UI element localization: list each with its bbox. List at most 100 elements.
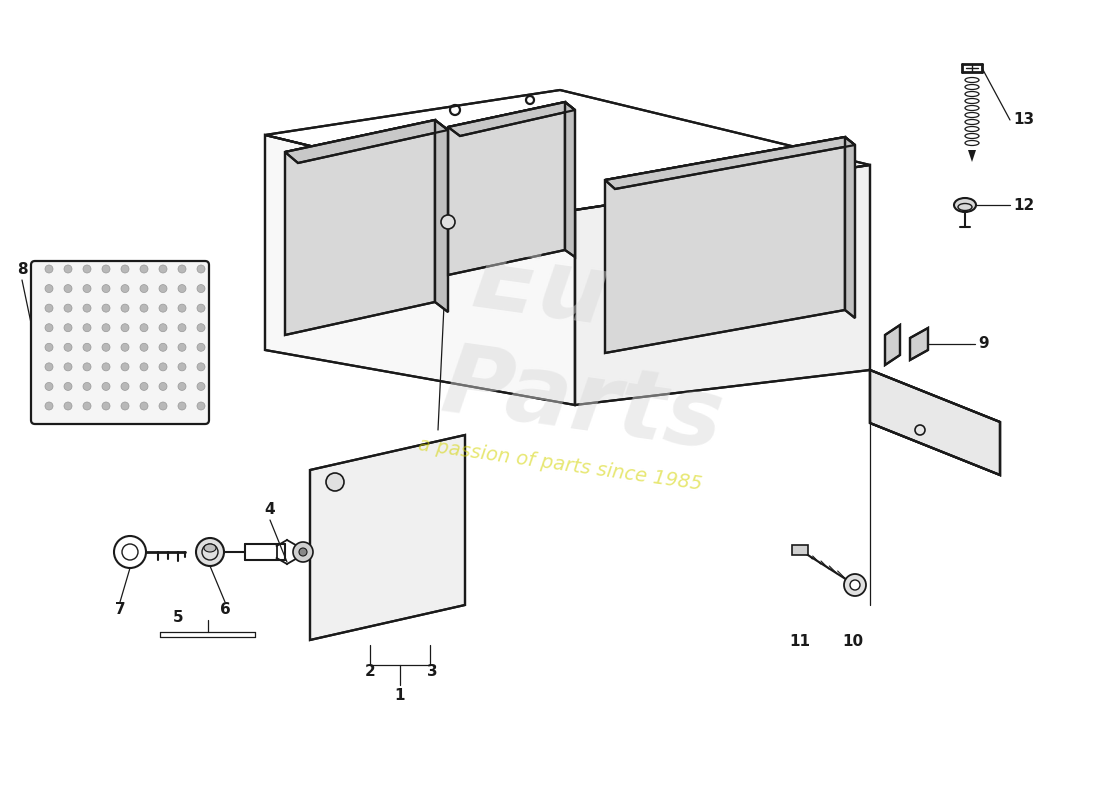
- Text: 2: 2: [364, 665, 375, 679]
- Polygon shape: [886, 325, 900, 365]
- Circle shape: [82, 343, 91, 351]
- Circle shape: [178, 402, 186, 410]
- Circle shape: [441, 215, 455, 229]
- Circle shape: [64, 382, 72, 390]
- Circle shape: [140, 402, 148, 410]
- Circle shape: [82, 402, 91, 410]
- Polygon shape: [845, 137, 855, 318]
- Circle shape: [160, 363, 167, 371]
- Text: 1: 1: [395, 687, 405, 702]
- Circle shape: [82, 324, 91, 332]
- Circle shape: [64, 363, 72, 371]
- Circle shape: [178, 382, 186, 390]
- Polygon shape: [285, 120, 448, 163]
- Polygon shape: [310, 435, 465, 640]
- Polygon shape: [448, 102, 565, 275]
- Polygon shape: [448, 102, 575, 136]
- Text: a passion of parts since 1985: a passion of parts since 1985: [417, 436, 703, 494]
- Polygon shape: [285, 120, 435, 335]
- Circle shape: [121, 324, 129, 332]
- Circle shape: [178, 324, 186, 332]
- Circle shape: [122, 544, 138, 560]
- Text: 13: 13: [1013, 113, 1034, 127]
- Circle shape: [64, 324, 72, 332]
- Circle shape: [45, 402, 53, 410]
- Polygon shape: [265, 90, 870, 210]
- Circle shape: [160, 324, 167, 332]
- Circle shape: [102, 265, 110, 273]
- Circle shape: [121, 265, 129, 273]
- Circle shape: [178, 265, 186, 273]
- Text: 4: 4: [265, 502, 275, 518]
- Circle shape: [160, 402, 167, 410]
- Circle shape: [64, 343, 72, 351]
- Circle shape: [45, 343, 53, 351]
- Circle shape: [140, 285, 148, 293]
- Circle shape: [102, 304, 110, 312]
- Circle shape: [64, 304, 72, 312]
- Circle shape: [82, 265, 91, 273]
- Circle shape: [326, 473, 344, 491]
- Circle shape: [45, 285, 53, 293]
- Polygon shape: [910, 328, 928, 360]
- Circle shape: [102, 324, 110, 332]
- Circle shape: [121, 402, 129, 410]
- Polygon shape: [870, 370, 1000, 475]
- Circle shape: [160, 304, 167, 312]
- Ellipse shape: [196, 538, 224, 566]
- Polygon shape: [265, 135, 575, 405]
- Text: 12: 12: [1013, 198, 1034, 213]
- Circle shape: [160, 285, 167, 293]
- Circle shape: [45, 382, 53, 390]
- Circle shape: [197, 343, 205, 351]
- Circle shape: [102, 363, 110, 371]
- Circle shape: [197, 324, 205, 332]
- Circle shape: [178, 285, 186, 293]
- Text: 11: 11: [790, 634, 811, 650]
- Circle shape: [197, 285, 205, 293]
- FancyBboxPatch shape: [31, 261, 209, 424]
- Circle shape: [299, 548, 307, 556]
- Text: 9: 9: [978, 337, 989, 351]
- Polygon shape: [605, 137, 845, 353]
- Polygon shape: [968, 150, 976, 162]
- Circle shape: [121, 382, 129, 390]
- Text: 8: 8: [16, 262, 28, 278]
- Text: Euro
Parts: Euro Parts: [436, 231, 744, 469]
- Polygon shape: [605, 137, 855, 189]
- Ellipse shape: [954, 198, 976, 212]
- Circle shape: [197, 304, 205, 312]
- Circle shape: [140, 265, 148, 273]
- Circle shape: [45, 363, 53, 371]
- Circle shape: [64, 265, 72, 273]
- Circle shape: [121, 343, 129, 351]
- Circle shape: [844, 574, 866, 596]
- Circle shape: [178, 363, 186, 371]
- Circle shape: [160, 265, 167, 273]
- Circle shape: [160, 382, 167, 390]
- Circle shape: [850, 580, 860, 590]
- Circle shape: [64, 402, 72, 410]
- Circle shape: [140, 324, 148, 332]
- Polygon shape: [434, 120, 448, 312]
- Circle shape: [140, 304, 148, 312]
- Text: 6: 6: [220, 602, 230, 618]
- Circle shape: [140, 343, 148, 351]
- Bar: [792, 545, 808, 555]
- Circle shape: [45, 265, 53, 273]
- Circle shape: [140, 363, 148, 371]
- Circle shape: [293, 542, 314, 562]
- Circle shape: [45, 324, 53, 332]
- Circle shape: [45, 304, 53, 312]
- Ellipse shape: [204, 544, 216, 552]
- Circle shape: [82, 304, 91, 312]
- Circle shape: [178, 304, 186, 312]
- Circle shape: [197, 382, 205, 390]
- Circle shape: [102, 343, 110, 351]
- Circle shape: [197, 402, 205, 410]
- Circle shape: [140, 382, 148, 390]
- Circle shape: [178, 343, 186, 351]
- Circle shape: [197, 363, 205, 371]
- Circle shape: [102, 285, 110, 293]
- Polygon shape: [870, 370, 1000, 475]
